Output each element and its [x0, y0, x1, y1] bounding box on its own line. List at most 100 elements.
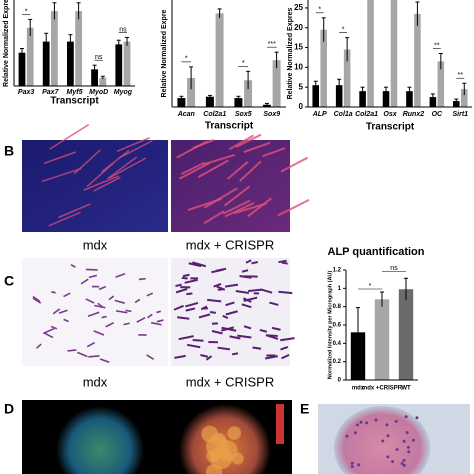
nucleus: [402, 458, 406, 462]
nucleus: [400, 462, 404, 466]
bar: [414, 13, 421, 107]
y-axis-label: Normalized Intensity per Micrograph (AU): [327, 271, 333, 380]
stain: [138, 277, 146, 281]
stain: [88, 274, 97, 279]
bar: [437, 61, 445, 107]
nucleus: [357, 463, 361, 467]
bar: [215, 13, 224, 107]
stain: [278, 259, 287, 264]
annotation: *: [25, 8, 28, 15]
stain: [174, 354, 186, 359]
stain: [51, 291, 56, 294]
stain: [98, 285, 107, 291]
caption: mdx + CRISPR: [186, 237, 275, 252]
x-tick-label: WT: [401, 386, 411, 392]
bar: [406, 91, 413, 107]
chart: Relative Normalized Expre Transcript Acan C…: [161, 0, 286, 132]
bar: [382, 91, 390, 107]
stain: [156, 319, 164, 323]
stain: [67, 349, 77, 352]
stain: [43, 332, 54, 339]
stain: [271, 326, 281, 331]
y-tick-label: 0: [299, 102, 304, 111]
bar: [42, 41, 50, 86]
stain: [241, 269, 249, 273]
annotation: *: [369, 283, 372, 290]
stain: [225, 301, 235, 307]
fiber: [116, 137, 150, 152]
bar: [359, 91, 366, 107]
fiber: [228, 134, 255, 151]
fiber: [233, 202, 268, 215]
stain: [217, 346, 231, 351]
annotation: *: [185, 56, 188, 63]
nucleus: [405, 430, 409, 434]
stain: [235, 289, 250, 294]
nucleus: [359, 420, 363, 424]
nucleus: [386, 455, 390, 459]
stain: [259, 328, 268, 333]
bar: [343, 49, 351, 107]
fiber: [223, 185, 251, 207]
bar: [66, 41, 74, 86]
fiber: [238, 160, 262, 182]
stain: [269, 301, 279, 306]
fiber: [49, 123, 90, 150]
y-axis-label: Relative Normalized Expres: [287, 7, 294, 99]
stain: [115, 310, 128, 314]
x-tick-label: mdx: [352, 386, 365, 392]
x-tick-label: Sox5: [235, 111, 252, 118]
stain: [134, 298, 141, 304]
annotation: *: [342, 26, 345, 33]
stain: [87, 311, 100, 317]
fiber: [109, 157, 147, 179]
stain: [207, 298, 222, 303]
stain: [200, 354, 209, 358]
nucleus: [350, 465, 354, 469]
stain: [198, 313, 211, 319]
nucleus: [390, 460, 394, 464]
x-tick-label: Col2a1: [355, 111, 378, 118]
stain: [248, 288, 262, 292]
caption: mdx + CRISPR: [186, 374, 275, 389]
fiber: [101, 149, 130, 173]
fiber: [41, 167, 82, 183]
x-tick-label: mdx +CRISPR: [362, 386, 403, 392]
fiber: [247, 197, 273, 218]
x-tick-label: Acan: [177, 111, 195, 118]
stain: [281, 261, 288, 265]
x-tick-label: Sox9: [263, 111, 280, 118]
bar: [205, 96, 214, 107]
stain: [211, 329, 223, 335]
x-tick-label: Myf5: [67, 89, 83, 96]
x-tick-label: OC: [432, 111, 443, 118]
nucleus: [411, 438, 415, 442]
stain: [125, 309, 132, 313]
bar: [460, 89, 468, 107]
nucleus: [402, 463, 406, 467]
stain: [264, 355, 278, 360]
nucleus: [374, 418, 378, 422]
bar: [177, 98, 186, 107]
x-axis-label: Transcript: [366, 122, 415, 133]
fiber: [224, 201, 255, 218]
stain: [147, 313, 153, 319]
nucleus: [407, 450, 411, 454]
micrograph: [171, 258, 290, 366]
stain: [243, 325, 252, 330]
bar: [18, 52, 26, 86]
stain: [280, 337, 295, 342]
stain: [241, 303, 252, 309]
stain: [77, 351, 88, 358]
stain: [213, 282, 222, 288]
panel-label: B: [4, 143, 14, 159]
plot: [18, 2, 131, 86]
annotation: ns: [119, 26, 127, 33]
plot: [350, 277, 414, 380]
fiber: [187, 197, 222, 211]
stain: [220, 326, 235, 332]
nucleus: [402, 439, 406, 443]
stain: [237, 334, 252, 339]
stain: [101, 315, 107, 319]
